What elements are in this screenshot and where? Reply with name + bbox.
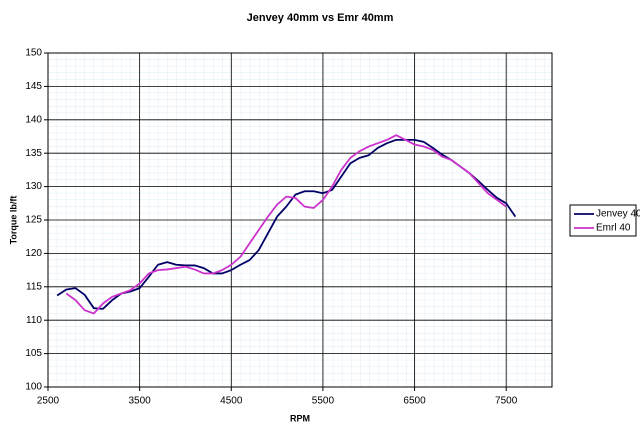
y-tick-label: 135 xyxy=(25,148,42,159)
x-tick-label: 7500 xyxy=(495,396,518,407)
y-tick-label: 140 xyxy=(25,114,42,125)
y-axis-label: Torque lb/ft xyxy=(8,196,18,245)
y-tick-label: 105 xyxy=(25,348,42,359)
y-tick-label: 130 xyxy=(25,181,42,192)
legend-label: Emrl 40 xyxy=(596,223,631,234)
y-tick-label: 150 xyxy=(25,48,42,59)
x-tick-label: 3500 xyxy=(129,396,152,407)
x-tick-label: 2500 xyxy=(37,396,60,407)
legend-label: Jenvey 40 xyxy=(596,209,640,220)
y-tick-label: 125 xyxy=(25,215,42,226)
series-line xyxy=(56,138,517,310)
y-tick-label: 120 xyxy=(25,248,42,259)
chart-title: Jenvey 40mm vs Emr 40mm xyxy=(247,12,394,24)
y-tick-label: 110 xyxy=(26,315,42,326)
y-tick-label: 100 xyxy=(25,382,42,393)
x-axis-label: RPM xyxy=(290,413,310,423)
plot-frame xyxy=(47,52,553,388)
x-tick-label: 6500 xyxy=(403,396,426,407)
series-line xyxy=(65,134,507,315)
y-tick-label: 145 xyxy=(25,81,42,92)
y-tick-label: 115 xyxy=(26,281,42,292)
x-tick-label: 5500 xyxy=(312,396,335,407)
legend-box xyxy=(569,204,637,237)
x-tick-label: 4500 xyxy=(220,396,243,407)
